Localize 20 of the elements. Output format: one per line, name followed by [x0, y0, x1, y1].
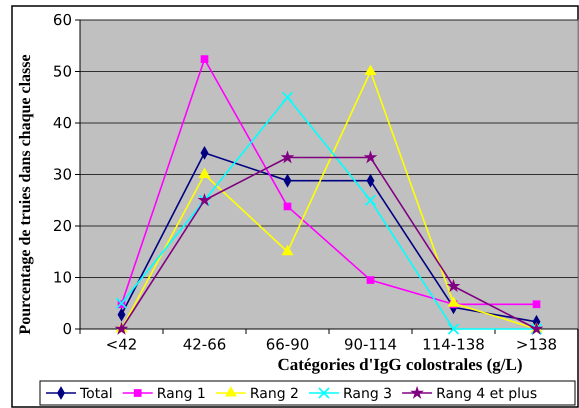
legend-label: Rang 3: [342, 386, 392, 402]
x-tick-label: >138: [516, 336, 558, 354]
legend-label: Rang 1: [156, 386, 206, 402]
legend-label: Rang 4 et plus: [436, 386, 538, 402]
x-axis-title: Catégories d'IgG colostrales (g/L): [277, 355, 523, 374]
y-tick-label: 40: [52, 114, 72, 132]
y-axis-title: Pourcentage de truies dans chaque classe: [17, 54, 34, 335]
x-tick-label: 42-66: [182, 336, 226, 354]
x-tick-label: 90-114: [344, 336, 398, 354]
x-tick-label: 114-138: [422, 336, 485, 354]
y-tick-label: 60: [52, 10, 72, 29]
legend-label: Rang 2: [250, 386, 299, 402]
x-tick-label: 66-90: [266, 336, 310, 354]
legend-label: Total: [79, 386, 113, 402]
y-tick-label: 20: [52, 216, 72, 235]
y-tick-label: 0: [62, 320, 72, 338]
y-tick-label: 10: [52, 268, 72, 286]
y-tick-label: 50: [52, 62, 72, 80]
y-tick-label: 30: [52, 165, 72, 184]
x-tick-label: <42: [106, 336, 138, 354]
